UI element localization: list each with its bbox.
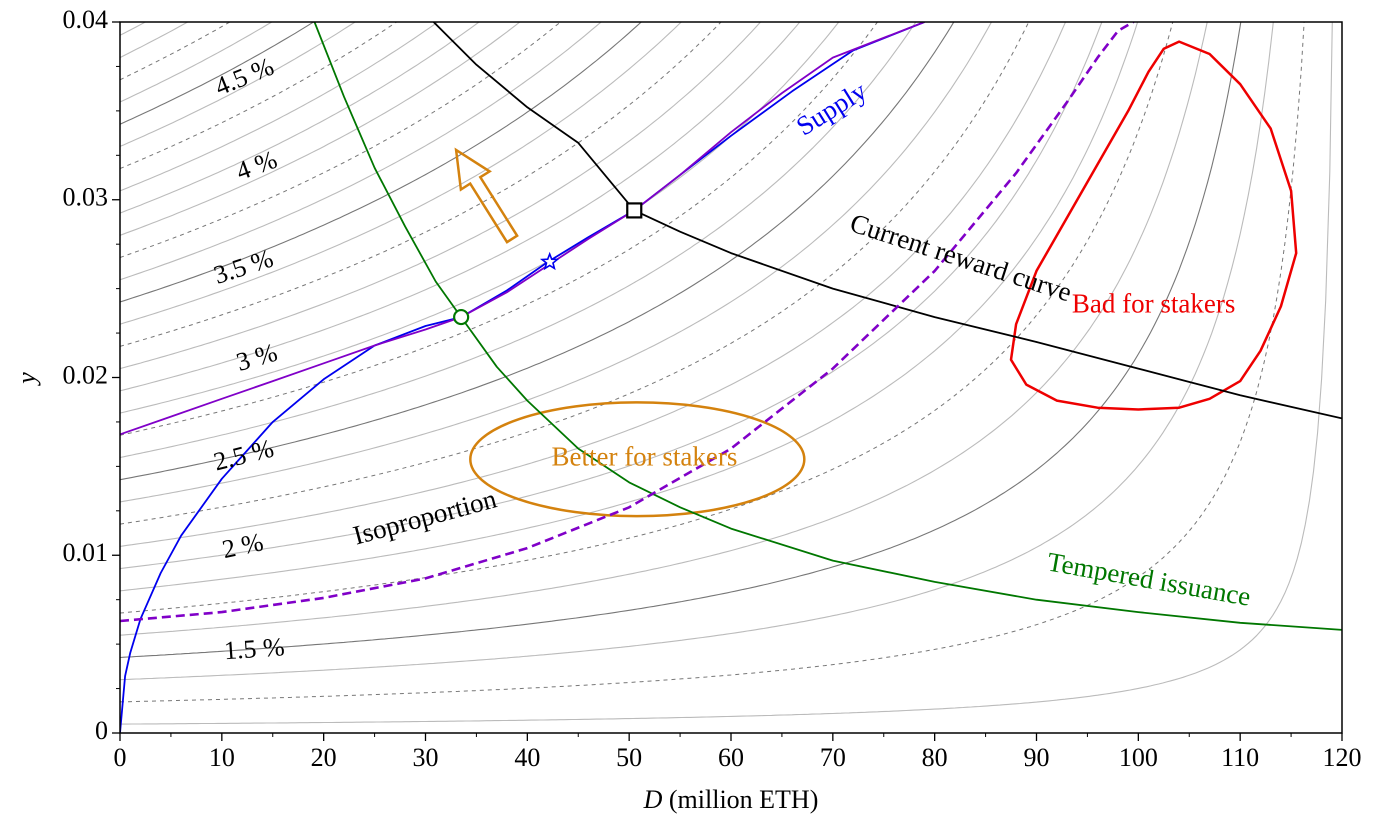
x-tick-label: 30 xyxy=(413,743,439,772)
y-tick-label: 0.02 xyxy=(63,360,109,389)
series-isoproportion-dashed xyxy=(120,22,1135,623)
iso-yield-contour xyxy=(120,22,683,325)
iso-yield-contour xyxy=(120,22,1333,725)
better-label: Better for stakers xyxy=(551,441,737,471)
x-tick-label: 50 xyxy=(616,743,642,772)
reward-curve-label: Current reward curve xyxy=(847,208,1076,308)
iso-yield-contour xyxy=(120,22,273,103)
iso-yield-contour xyxy=(120,22,189,59)
contour-label: 4.5 % xyxy=(211,52,278,102)
iso-yield-contour xyxy=(120,22,993,503)
iso-yield-contour xyxy=(120,22,879,436)
x-tick-label: 0 xyxy=(114,743,127,772)
series-supply xyxy=(120,22,925,733)
iso-yield-contour xyxy=(120,22,1174,614)
iso-yield-contour xyxy=(120,22,480,214)
x-tick-label: 70 xyxy=(820,743,846,772)
isoproportion-label: Isoproportion xyxy=(350,483,500,550)
bad-for-stakers-region xyxy=(1009,40,1298,411)
iso-yield-contour xyxy=(120,22,1208,636)
x-tick-label: 10 xyxy=(209,743,235,772)
x-tick-label: 40 xyxy=(514,743,540,772)
tempered-label: Tempered issuance xyxy=(1045,547,1253,612)
contour-label: 1.5 % xyxy=(223,632,286,665)
iso-yield-contour xyxy=(120,22,1030,525)
iso-yield-contour xyxy=(120,22,398,170)
iso-yield-contour xyxy=(120,22,562,258)
axes: 0 10 20 30 40 50 60 70 80 90 100 110 120 0 0.01 0.02 0.0… xyxy=(63,5,1362,772)
iso-yield-contour xyxy=(120,22,917,459)
better-for-stakers-region xyxy=(469,401,806,518)
iso-yield-contour xyxy=(120,22,357,147)
contour-label: 2 % xyxy=(220,527,266,564)
x-tick-label: 100 xyxy=(1119,743,1158,772)
iso-yield-contour xyxy=(120,22,1242,659)
iso-yield-contour xyxy=(120,22,955,481)
contour-label: 4 % xyxy=(232,145,281,186)
iso-yield-contour xyxy=(120,22,439,192)
y-tick-label: 0.03 xyxy=(63,183,109,212)
x-tick-label: 90 xyxy=(1024,743,1050,772)
iso-yield-contour xyxy=(120,22,315,125)
iso-yield-contour xyxy=(120,22,1103,570)
iso-yield-contour xyxy=(120,22,1274,681)
iso-yield-contour xyxy=(120,22,801,392)
x-tick-label: 120 xyxy=(1323,743,1362,772)
regions xyxy=(469,40,1298,518)
plot-frame xyxy=(119,21,1343,734)
series-current-reward-curve xyxy=(432,22,1342,420)
iso-yield-contour xyxy=(120,22,1139,592)
y-tick-label: 0 xyxy=(95,716,108,745)
x-tick-label: 110 xyxy=(1221,743,1259,772)
direction-arrow xyxy=(454,147,519,244)
iso-yield-contour xyxy=(120,22,762,370)
iso-yield-contour xyxy=(120,22,1067,547)
iso-yield-contour xyxy=(120,22,602,281)
iso-yield-contour xyxy=(120,22,722,347)
iso-yield-contours xyxy=(120,22,1333,725)
current-equilibrium-square xyxy=(626,202,643,219)
star-marker xyxy=(539,251,560,271)
iso-yield-contour xyxy=(120,22,643,303)
y-tick-label: 0.01 xyxy=(63,538,109,567)
x-tick-label: 60 xyxy=(718,743,744,772)
x-axis-title: D (million ETH) xyxy=(643,785,819,814)
markers xyxy=(453,147,643,326)
iso-yield-contour xyxy=(120,22,1305,703)
iso-yield-contour xyxy=(120,22,521,236)
series-tempered-issuance xyxy=(313,22,1342,631)
x-tick-label: 80 xyxy=(922,743,948,772)
supply-label: Supply xyxy=(791,75,872,141)
contour-label: 2.5 % xyxy=(211,434,277,477)
y-axis-title: y xyxy=(12,372,41,387)
iso-yield-contour xyxy=(120,22,147,36)
contour-label: 3 % xyxy=(233,338,281,377)
series-isoproportion xyxy=(120,22,925,436)
series-lines xyxy=(120,22,1342,733)
y-tick-label: 0.04 xyxy=(63,5,109,34)
tempered-equilibrium-circle xyxy=(453,308,470,326)
bad-label: Bad for stakers xyxy=(1072,289,1235,319)
x-tick-label: 20 xyxy=(311,743,337,772)
